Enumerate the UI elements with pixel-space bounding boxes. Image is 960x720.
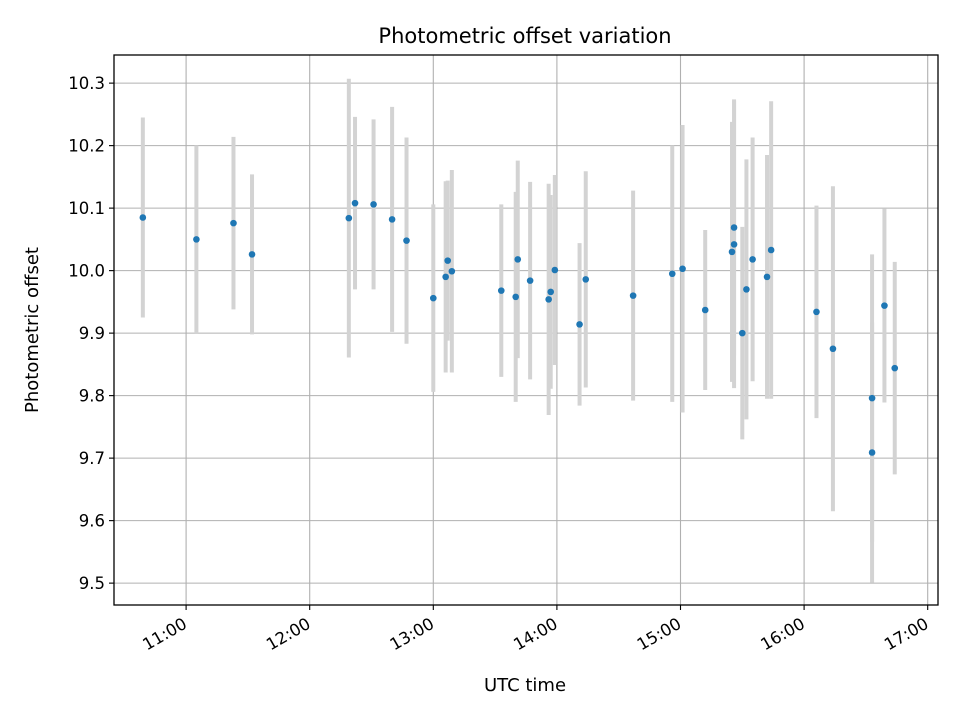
data-point [345,214,353,222]
data-point [388,216,396,223]
data-point [668,270,676,278]
data-point [763,273,771,281]
y-tick-label: 10.0 [68,262,105,281]
data-point [497,287,505,294]
y-tick-label: 9.6 [79,512,105,531]
y-axis-title: Photometric offset [22,247,43,413]
point-layer [139,199,899,456]
grid-layer [114,55,938,605]
data-point [881,302,888,309]
data-point [728,248,736,256]
data-point [512,293,519,301]
data-point [891,364,899,372]
data-point [749,256,756,263]
data-point [829,345,837,353]
data-point [448,267,456,275]
data-point [868,394,876,402]
data-point [403,237,410,244]
data-point [193,236,200,243]
data-point [629,292,637,299]
y-tick-label: 10.3 [68,74,105,93]
data-point [582,276,590,283]
y-tick-label: 9.8 [79,387,105,406]
data-point [701,306,709,314]
y-tick-label: 10.1 [68,199,105,218]
y-tick-label: 10.2 [68,137,105,156]
data-point [679,265,686,273]
plot-area [114,55,938,605]
data-point [248,251,256,258]
data-point [526,277,534,284]
data-point [730,224,738,231]
data-point [730,241,738,248]
data-point [813,308,820,316]
data-point [370,201,377,208]
data-point [743,286,750,293]
data-point [576,321,583,328]
plot-frame [113,54,939,606]
data-point [430,294,437,302]
x-axis-title: UTC time [484,675,566,696]
data-point [551,266,559,274]
data-point [230,219,237,227]
y-tick-label: 9.5 [79,574,105,593]
data-point [868,449,876,456]
y-tick-label: 9.7 [79,449,105,468]
data-point [351,199,359,207]
data-point [547,288,555,296]
data-point [545,296,552,303]
data-point [444,257,452,264]
data-point [767,246,775,254]
y-tick-label: 9.9 [79,324,105,343]
data-point [739,329,746,337]
data-point [514,256,522,263]
chart-title: Photometric offset variation [378,24,671,48]
data-point [442,273,449,281]
data-point [139,214,147,221]
